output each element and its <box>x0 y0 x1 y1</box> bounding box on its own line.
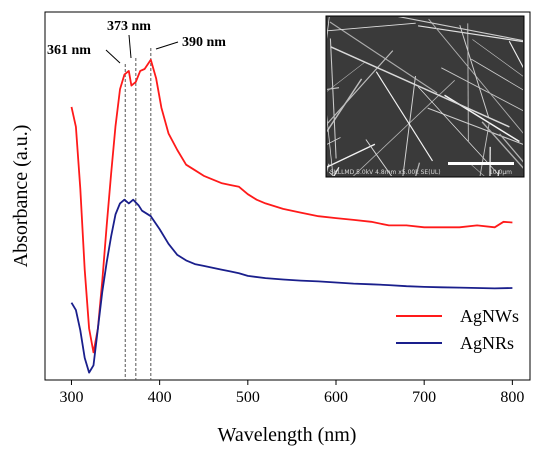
x-tick-label-500: 500 <box>236 389 260 406</box>
x-axis: 300 400 500 600 700 800 <box>59 380 524 406</box>
inset-wire <box>327 61 366 92</box>
inset-wire <box>330 46 510 128</box>
peak-label-361: 361 nm <box>47 43 91 58</box>
inset-info-text: SKLLMD 5.0kV 4.8mm x5.00k SE(UL) <box>330 169 441 176</box>
inset-wire <box>418 25 523 43</box>
inset-wire <box>402 75 416 176</box>
x-tick-label-800: 800 <box>500 389 524 406</box>
inset-wire <box>327 137 341 145</box>
legend: AgNWs AgNRs <box>396 306 519 353</box>
inset-wire <box>428 18 523 134</box>
peak-pointer-361 <box>105 49 121 64</box>
inset-wire <box>415 162 421 176</box>
inset-wire <box>417 86 499 175</box>
x-axis-title: Wavelength (nm) <box>218 424 357 446</box>
inset-wire <box>375 71 433 162</box>
inset-wire <box>352 80 455 176</box>
legend-label-agnrs: AgNRs <box>460 333 514 353</box>
peak-pointer-390 <box>155 41 179 50</box>
inset-wire <box>327 143 376 168</box>
plot-frame <box>44 11 531 381</box>
inset-wire <box>329 38 337 159</box>
inset-sem-image: SKLLMD 5.0kV 4.8mm x5.00k SE(UL) 10.0μm <box>272 15 550 230</box>
x-tick-label-600: 600 <box>324 389 348 406</box>
inset-wire <box>329 21 438 94</box>
series-line-agnws <box>70 58 513 354</box>
peak-annotations: 361 nm 373 nm 390 nm <box>47 19 226 64</box>
x-tick-label-700: 700 <box>412 389 436 406</box>
x-tick-label-400: 400 <box>148 389 172 406</box>
inset-scale-bar <box>448 162 514 165</box>
inset-wire <box>540 100 550 116</box>
peak-guides <box>124 48 152 380</box>
y-axis-title: Absorbance (a.u.) <box>10 125 32 268</box>
inset-wire <box>508 40 523 69</box>
inset-wire <box>470 58 523 91</box>
inset-wire <box>333 167 340 176</box>
peak-label-390: 390 nm <box>182 35 226 50</box>
legend-label-agnws: AgNWs <box>460 306 519 326</box>
inset-wire <box>489 146 491 176</box>
inset-wire <box>327 87 340 90</box>
series-line-agnrs <box>70 198 513 374</box>
inset-wire <box>459 24 490 119</box>
inset-wire <box>525 56 550 64</box>
inset-scale-label: 10.0μm <box>489 169 512 176</box>
inset-wire <box>328 171 334 176</box>
inset-wire <box>365 139 393 176</box>
inset-wire <box>468 161 485 176</box>
inset-wire <box>441 67 523 112</box>
inset-wire <box>481 121 523 169</box>
inset-wire <box>472 39 523 77</box>
inset-wire <box>272 73 312 218</box>
inset-wire <box>327 50 394 125</box>
peak-pointer-373 <box>128 34 132 59</box>
inset-wire <box>283 179 420 230</box>
inset-wire <box>522 175 523 176</box>
peak-label-373: 373 nm <box>107 19 151 34</box>
inset-wire <box>327 163 330 173</box>
inset-wire <box>499 133 523 163</box>
inset-wire <box>327 22 416 32</box>
x-tick-label-300: 300 <box>59 389 83 406</box>
inset-wire <box>397 17 523 42</box>
inset-wire <box>539 67 550 223</box>
inset-wire <box>427 107 523 145</box>
